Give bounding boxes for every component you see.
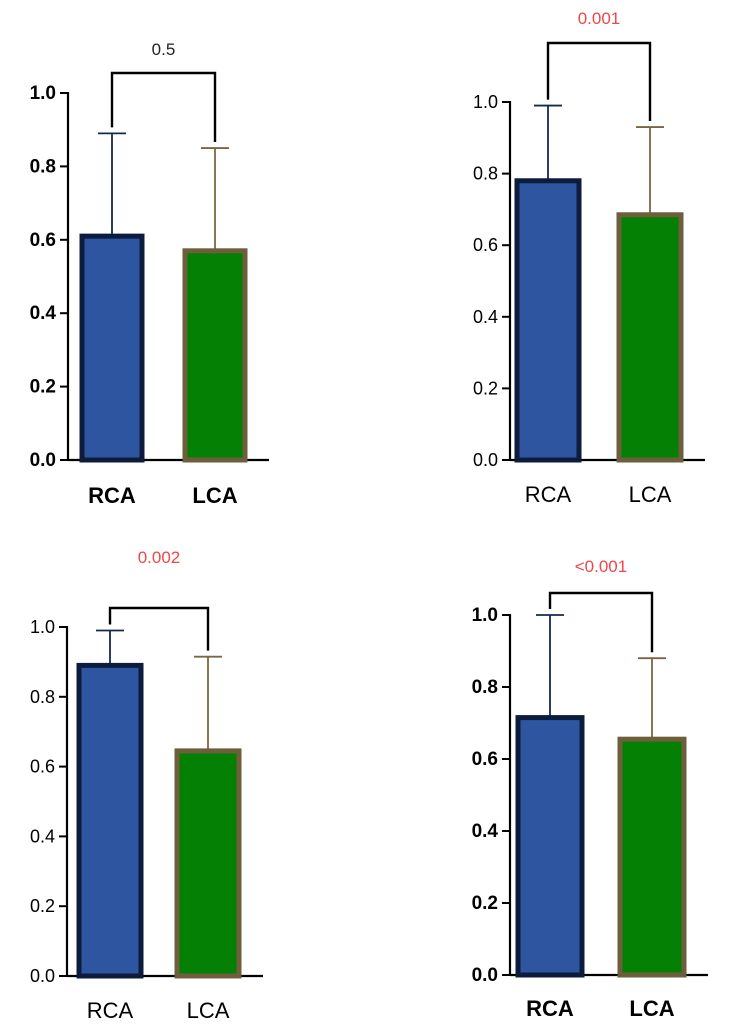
category-label-rca: RCA [88, 483, 136, 508]
y-tick-label: 0.0 [30, 966, 55, 986]
y-tick-label: 0.4 [30, 303, 57, 324]
chart-panel-2: 0.0 0.2 0.4 0.6 0.8 1.0 RCA LCA 0.001 [473, 9, 705, 507]
y-tick-label: 0.8 [473, 164, 498, 184]
y-tick-label: 0.4 [30, 826, 55, 846]
bar-lca [616, 212, 684, 463]
category-label-lca: LCA [187, 998, 230, 1023]
significance-bracket [110, 71, 217, 143]
p-value-label: <0.001 [575, 557, 627, 576]
category-label-lca: LCA [629, 996, 674, 1021]
y-tick-label: 0.0 [472, 965, 498, 986]
y-tick-label: 0.4 [472, 821, 499, 842]
bar-rca [79, 233, 145, 463]
y-tick-label: 0.4 [473, 307, 498, 327]
chart-panel-3: 0.0 0.2 0.4 0.6 0.8 1.0 RCA LCA 0.002 [30, 548, 263, 1023]
category-label-lca: LCA [192, 483, 237, 508]
y-tick-label: 1.0 [473, 92, 498, 112]
category-label-rca: RCA [87, 998, 134, 1023]
chart-panel-1: 0.0 0.2 0.4 0.6 0.8 1.0 RCA LCA 0.5 [30, 40, 269, 508]
y-tick-label: 0.6 [30, 230, 56, 251]
y-tick-label: 0.2 [473, 378, 498, 398]
p-value-label: 0.001 [578, 9, 621, 28]
y-tick-label: 0.8 [472, 677, 498, 698]
y-tick-label: 1.0 [30, 617, 55, 637]
y-tick-label: 0.0 [30, 450, 56, 471]
bar-lca [174, 748, 242, 979]
y-tick-label: 0.2 [472, 893, 498, 914]
y-tick-label: 0.8 [30, 156, 56, 177]
bar-lca [617, 736, 687, 978]
y-tick-label: 1.0 [30, 83, 56, 104]
p-value-label: 0.5 [152, 40, 176, 59]
y-tick-label: 0.6 [473, 235, 498, 255]
significance-bracket [108, 606, 210, 651]
y-tick-label: 1.0 [472, 605, 498, 626]
bar-rca [76, 662, 144, 979]
significance-bracket [548, 591, 654, 653]
category-label-lca: LCA [629, 482, 672, 507]
bar-rca [515, 715, 585, 978]
y-tick-label: 0.8 [30, 687, 55, 707]
category-label-rca: RCA [526, 996, 574, 1021]
significance-bracket [546, 41, 652, 122]
category-label-rca: RCA [525, 482, 572, 507]
y-tick-label: 0.6 [472, 749, 498, 770]
y-tick-label: 0.6 [30, 757, 55, 777]
y-tick-label: 0.2 [30, 377, 56, 398]
bar-lca [182, 248, 248, 463]
y-tick-label: 0.2 [30, 896, 55, 916]
p-value-label: 0.002 [138, 548, 181, 567]
y-tick-label: 0.0 [473, 450, 498, 470]
bar-rca [514, 178, 582, 463]
chart-panel-4: 0.0 0.2 0.4 0.6 0.8 1.0 RCA LCA <0.001 [472, 557, 708, 1021]
